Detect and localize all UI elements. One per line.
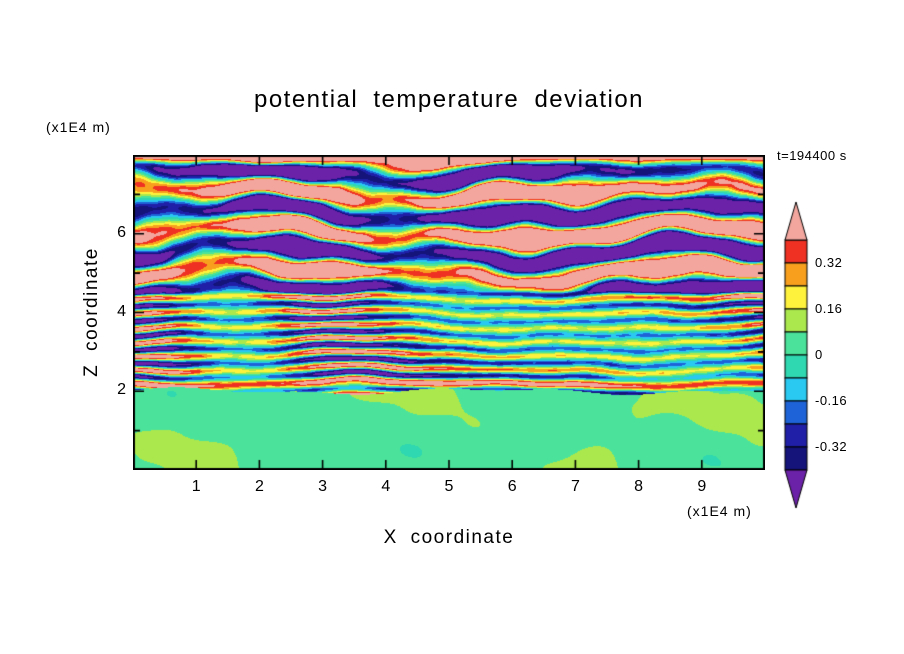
x-tick-label: 1: [191, 478, 201, 495]
x-axis-title: X coordinate: [383, 527, 515, 548]
colorbar-tick-label: 0.32: [815, 255, 843, 270]
heatmap-plot: [133, 155, 765, 470]
x-tick-label: 7: [570, 478, 580, 495]
colorbar: [783, 200, 809, 512]
x-tick-label: 4: [381, 478, 391, 495]
x-axis-unit-label: (x1E4 m): [687, 503, 752, 519]
colorbar-tick-label: -0.16: [815, 393, 848, 408]
y-axis-unit-label: (x1E4 m): [46, 119, 111, 135]
colorbar-tick-label: -0.32: [815, 439, 848, 454]
colorbar-tick-label: 0.16: [815, 301, 843, 316]
x-tick-label: 5: [444, 478, 454, 495]
y-tick-label: 2: [117, 381, 126, 399]
colorbar-tick-label: 0: [815, 347, 823, 362]
x-tick-label: 9: [697, 478, 707, 495]
x-tick-label: 2: [254, 478, 264, 495]
x-tick-label: 6: [507, 478, 517, 495]
y-tick-label: 4: [117, 302, 126, 320]
x-tick-label: 8: [634, 478, 644, 495]
y-tick-label: 6: [117, 223, 126, 241]
time-label: t=194400 s: [777, 148, 847, 163]
x-tick-label: 3: [318, 478, 328, 495]
chart-title: potential temperature deviation: [253, 86, 645, 113]
